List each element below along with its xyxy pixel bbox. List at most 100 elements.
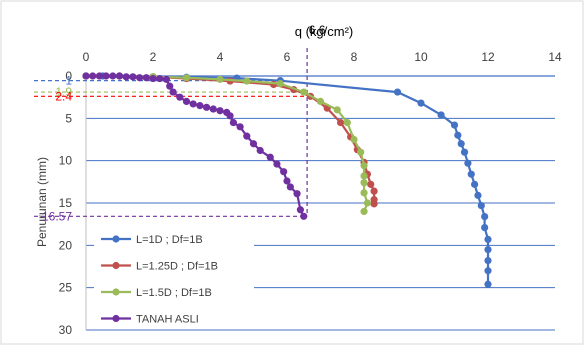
data-point xyxy=(363,199,371,207)
data-point xyxy=(460,148,469,156)
data-point xyxy=(203,103,211,111)
data-point xyxy=(477,201,485,210)
data-point xyxy=(296,206,304,214)
data-point xyxy=(176,93,184,101)
data-point xyxy=(370,187,378,195)
annotation-label: 2.4 xyxy=(55,89,72,103)
annotation-label: 16.57 xyxy=(42,209,72,223)
data-point xyxy=(484,267,492,275)
data-point xyxy=(249,140,258,148)
data-point xyxy=(467,170,475,178)
data-point xyxy=(82,72,90,80)
tick-labels: 0 5 10 15 20 25 30 0 2 4 6 8 10 12 14 xyxy=(59,50,562,337)
data-point xyxy=(273,160,281,168)
data-point xyxy=(109,72,117,80)
data-point xyxy=(115,72,124,80)
series-group xyxy=(82,72,371,216)
y-tick-label: 20 xyxy=(59,238,73,252)
data-point xyxy=(89,72,97,80)
data-point xyxy=(122,73,130,81)
x-tick-label: 6 xyxy=(284,50,291,64)
data-point xyxy=(216,75,224,83)
data-point xyxy=(276,80,284,88)
y-tick-label: 5 xyxy=(65,111,72,125)
data-point xyxy=(102,72,110,80)
legend: L=1D ; Df=1B L=1.25D ; Df=1B L=1.5D ; Df=1… xyxy=(94,225,254,329)
legend-label: L=1.25D ; Df=1B xyxy=(136,261,218,273)
data-point xyxy=(457,140,465,148)
data-point xyxy=(360,189,368,197)
data-point xyxy=(209,105,217,113)
data-point xyxy=(417,99,425,107)
data-point xyxy=(129,73,137,81)
data-point xyxy=(280,168,288,176)
data-point xyxy=(142,74,150,82)
data-point xyxy=(484,280,492,288)
annotation-label: 1.9 xyxy=(55,85,72,99)
annotations: 6.6 11.92.4 16.57 xyxy=(42,23,326,223)
data-point xyxy=(286,183,294,191)
y-tick-label: 10 xyxy=(59,154,73,168)
legend-swatch-marker xyxy=(112,235,120,243)
data-point xyxy=(370,200,378,208)
x-tick-label: 10 xyxy=(414,50,428,64)
data-point xyxy=(136,74,144,82)
data-point xyxy=(182,74,191,82)
data-point xyxy=(464,159,472,167)
legend-label: L=1D ; Df=1B xyxy=(136,234,203,246)
data-point xyxy=(484,235,492,244)
data-point xyxy=(236,123,244,131)
data-point xyxy=(454,131,462,139)
data-point xyxy=(484,245,492,254)
x-tick-label: 0 xyxy=(83,50,90,64)
data-point xyxy=(481,223,489,232)
data-point xyxy=(484,256,492,265)
annotation-label: 1 xyxy=(65,74,72,88)
data-point xyxy=(393,88,402,96)
data-point xyxy=(189,100,197,108)
data-point xyxy=(357,148,365,156)
data-point xyxy=(360,162,368,170)
data-point xyxy=(95,72,103,80)
x-tick-label: 4 xyxy=(217,50,224,64)
data-point xyxy=(156,74,164,83)
data-point xyxy=(360,172,368,180)
data-point xyxy=(229,118,237,127)
y-tick-label: 0 xyxy=(65,69,72,83)
data-point xyxy=(360,207,368,216)
annotation-label: 6.6 xyxy=(309,23,326,37)
data-point xyxy=(474,191,482,199)
data-point xyxy=(226,112,234,120)
data-point xyxy=(256,146,264,155)
data-point xyxy=(196,102,204,110)
legend-label: TANAH ASLI xyxy=(136,314,199,326)
x-tick-label: 2 xyxy=(150,50,157,64)
legend-swatch-marker xyxy=(112,314,120,323)
legend-swatch-marker xyxy=(112,288,120,296)
legend-swatch-marker xyxy=(112,261,120,270)
y-tick-label: 30 xyxy=(59,323,73,337)
data-point xyxy=(169,88,177,96)
data-point xyxy=(266,153,274,161)
data-point xyxy=(300,212,308,220)
series-lines xyxy=(82,72,492,288)
data-point xyxy=(350,135,358,144)
data-point xyxy=(333,106,341,114)
data-point xyxy=(182,97,191,105)
legend-label: L=1.5D ; Df=1B xyxy=(136,287,212,299)
legend-box xyxy=(94,225,254,329)
data-point xyxy=(243,132,251,140)
data-point xyxy=(166,82,174,90)
x-tick-label: 12 xyxy=(481,50,495,64)
y-tick-label: 15 xyxy=(59,196,73,210)
y-tick-label: 25 xyxy=(59,281,73,295)
data-point xyxy=(162,75,170,83)
data-point xyxy=(283,177,291,185)
series-group xyxy=(82,72,308,220)
data-point xyxy=(149,74,157,83)
x-tick-label: 14 xyxy=(548,50,562,64)
y-axis-title: Penurunan (mm) xyxy=(35,157,49,247)
data-point xyxy=(300,88,308,96)
data-point xyxy=(367,180,375,188)
